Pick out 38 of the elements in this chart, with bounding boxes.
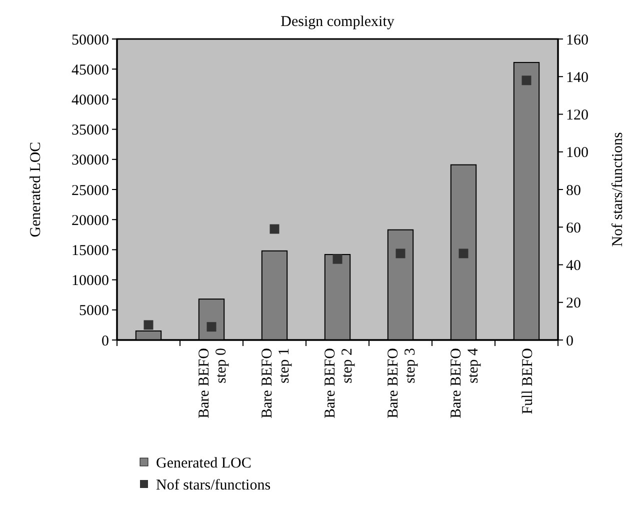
point [458,248,468,258]
x-tick-label: Bare BEFO step 4 [448,348,482,418]
y-tick-label: 25000 [72,182,109,199]
point [332,254,342,264]
y2-tick-label: 140 [566,70,588,86]
legend-label: Generated LOC [156,455,252,472]
x-tick-label: Bare BEFO step 1 [259,348,292,418]
y2-tick-label: 60 [566,220,581,236]
y-tick-label: 40000 [72,92,109,108]
y-tick-label: 0 [102,333,109,350]
x-tick-label: Bare BEFO step 0 [196,348,230,418]
y-tick-label: 35000 [72,122,109,139]
y2-tick-label: 20 [566,296,581,312]
point [144,320,154,330]
y-tick-label: 5000 [79,303,109,320]
y2-tick-label: 40 [566,258,581,274]
x-tick-label: Bare BEFO step 3 [385,348,418,418]
x-tick-label: Bare BEFO step 2 [322,348,356,418]
legend-label: Nof stars/functions [156,477,271,494]
y-axis-title: Generated LOC [28,142,44,238]
y2-tick-label: 100 [566,145,588,162]
point [522,76,532,86]
y2-axis-title: Nof stars/functions [610,132,626,247]
x-tick-label: Full BEFO [520,348,536,414]
y2-tick-label: 0 [566,333,574,350]
point [270,224,280,234]
y-tick-label: 30000 [72,152,109,169]
y2-tick-label: 160 [566,32,588,48]
point [396,248,406,258]
y-tick-label: 20000 [72,212,109,229]
y-tick-label: 15000 [72,242,109,259]
y2-tick-label: 80 [566,182,581,199]
y-tick-label: 45000 [72,62,109,78]
y2-tick-label: 120 [566,108,588,124]
y-tick-label: 50000 [72,32,109,48]
y-tick-label: 10000 [72,273,109,290]
point [206,322,216,332]
chart-title: Design complexity [280,14,395,30]
